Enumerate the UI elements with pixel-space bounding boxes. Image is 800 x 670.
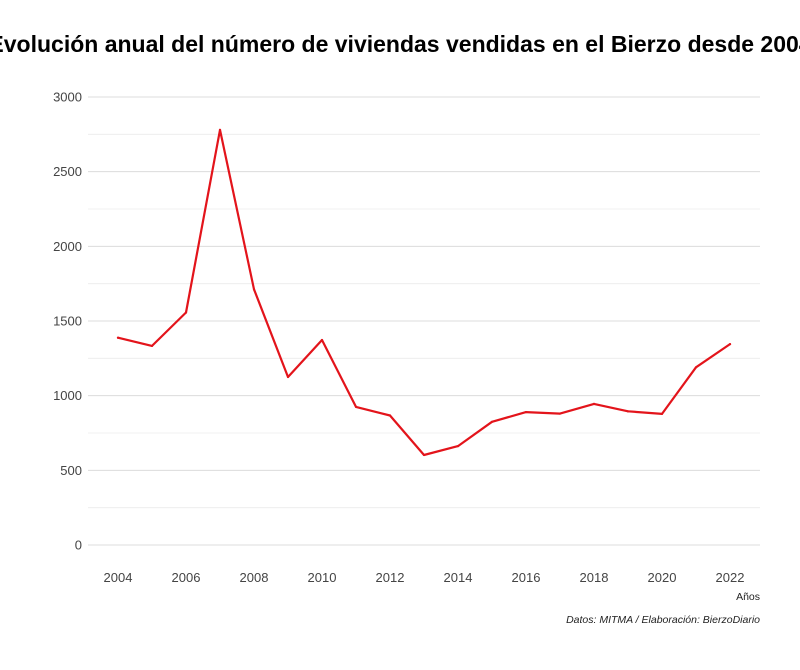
y-tick-label: 2500 (53, 164, 82, 179)
data-point-2004 (116, 336, 120, 339)
data-point-2022 (728, 343, 732, 346)
data-point-2015 (490, 420, 494, 423)
y-tick-label: 1000 (53, 388, 82, 403)
data-point-2020 (660, 412, 664, 415)
x-tick-label: 2010 (308, 570, 337, 585)
data-point-2021 (694, 366, 698, 369)
chart-caption: Datos: MITMA / Elaboración: BierzoDiario (566, 614, 760, 626)
x-tick-label: 2020 (648, 570, 677, 585)
series-layer (116, 128, 732, 457)
data-point-2011 (354, 405, 358, 408)
data-point-2013 (422, 453, 426, 457)
data-point-2019 (626, 410, 630, 413)
x-tick-label: 2006 (172, 570, 201, 585)
data-point-2010 (320, 338, 324, 342)
data-point-2008 (252, 288, 256, 291)
x-tick-label: 2012 (376, 570, 405, 585)
x-tick-label: 2008 (240, 570, 269, 585)
x-tick-label: 2014 (444, 570, 473, 585)
x-axis-title: Años (736, 591, 760, 603)
grid-lines (88, 96, 760, 546)
data-point-2007 (218, 128, 222, 131)
y-tick-label: 0 (75, 538, 82, 553)
data-point-2017 (558, 412, 562, 415)
data-point-2016 (524, 410, 528, 414)
y-tick-label: 2000 (53, 239, 82, 254)
y-tick-label: 1500 (53, 314, 82, 329)
x-tick-label: 2004 (104, 570, 133, 585)
x-tick-label: 2022 (716, 570, 745, 585)
data-point-2018 (592, 402, 596, 405)
data-point-2006 (184, 311, 188, 314)
chart-title: Evolución anual del número de viviendas … (0, 31, 800, 57)
data-point-2009 (286, 375, 290, 379)
x-tick-label: 2018 (580, 570, 609, 585)
x-tick-label: 2016 (512, 570, 541, 585)
series-line (116, 128, 732, 457)
x-axis-tick-labels: 2004 2006 2008 2010 2012 2014 2016 2018 2020 2022 (104, 570, 745, 585)
data-point-2012 (388, 414, 392, 417)
data-point-2014 (456, 445, 460, 448)
data-point-2005 (150, 344, 154, 348)
y-tick-label: 3000 (53, 90, 82, 105)
y-axis-tick-labels: 0 500 1000 1500 2000 2500 3000 (53, 90, 82, 553)
y-tick-label: 500 (60, 463, 82, 478)
